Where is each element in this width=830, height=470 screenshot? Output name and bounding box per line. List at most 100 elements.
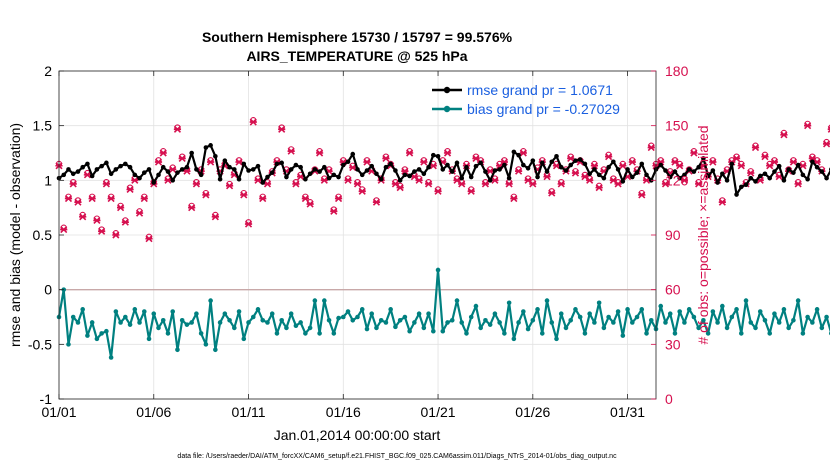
bias-point (255, 307, 261, 312)
obs-assimilated-point (676, 162, 684, 170)
bias-point (587, 311, 592, 317)
bias-point (634, 314, 640, 320)
bias-point (123, 314, 128, 320)
rmse-point (757, 173, 763, 179)
rmse-point (795, 162, 801, 168)
bias-point (156, 325, 161, 331)
rmse-point (558, 164, 564, 170)
rmse-point (288, 167, 294, 172)
obs-assimilated-point (259, 194, 267, 203)
chart-subtitle: AIRS_TEMPERATURE @ 525 hPa (246, 48, 467, 64)
bias-point (814, 307, 820, 312)
rmse-point (805, 176, 810, 182)
obs-assimilated-point (126, 185, 134, 194)
bias-point (748, 320, 754, 325)
obs-assimilated-point (249, 118, 257, 126)
bias-point (246, 320, 251, 325)
rmse-point (203, 145, 209, 150)
obs-assimilated-point (590, 162, 599, 170)
bias-point (459, 320, 465, 325)
bias-point (213, 347, 218, 353)
obs-assimilated-point (169, 165, 177, 173)
rmse-point (435, 153, 441, 159)
rmse-point (720, 171, 725, 177)
rmse-point (312, 167, 318, 172)
x-tick-label: 01/21 (421, 404, 456, 420)
obs-assimilated-point (732, 154, 741, 163)
obs-assimilated-point (278, 125, 286, 133)
rmse-point (696, 164, 701, 170)
obs-assimilated-point (320, 176, 328, 184)
obs-assimilated-point (567, 154, 575, 163)
rmse-point (625, 167, 630, 172)
rmse-point (426, 164, 431, 170)
x-tick-label: 01/06 (136, 404, 171, 420)
obs-assimilated-point (363, 158, 371, 166)
bias-point (596, 300, 602, 306)
bias-point (658, 303, 664, 309)
bias-point (710, 309, 716, 314)
bias-point (592, 320, 597, 325)
rmse-point (658, 162, 664, 168)
bias-point (544, 298, 550, 303)
rmse-point (383, 164, 389, 170)
bias-point (648, 317, 654, 323)
bias-point (691, 314, 697, 320)
x-axis-label: Jan.01,2014 00:00:00 start (274, 427, 441, 443)
bias-point (364, 326, 370, 332)
rmse-point (170, 178, 176, 183)
obs-assimilated-point (605, 153, 613, 161)
rmse-point (814, 164, 820, 170)
rmse-point (402, 172, 408, 178)
bias-point (487, 322, 493, 327)
bias-point (94, 336, 100, 342)
y-right-tick-label: 180 (665, 63, 689, 79)
y-tick-label: 0.5 (33, 227, 53, 243)
obs-assimilated-point (349, 164, 357, 172)
rmse-point (156, 172, 161, 178)
y-right-tick-label: 60 (665, 282, 681, 298)
obs-assimilated-point (79, 213, 87, 221)
obs-assimilated-point (211, 213, 219, 221)
rmse-point (611, 159, 616, 165)
bias-point (265, 320, 270, 325)
bias-point (431, 328, 436, 334)
bias-point (473, 303, 479, 309)
bias-point (170, 309, 176, 314)
obs-assimilated-point (207, 158, 215, 166)
rmse-point (284, 174, 289, 180)
obs-assimilated-point (292, 180, 300, 188)
obs-assimilated-point (301, 194, 309, 203)
obs-assimilated-point (680, 176, 689, 184)
obs-assimilated-point (306, 200, 314, 208)
rmse-point (279, 160, 284, 166)
rmse-point (99, 163, 104, 169)
bias-point (682, 320, 687, 325)
bias-point (582, 331, 588, 336)
bias-point (298, 320, 303, 325)
rmse-point (601, 175, 607, 181)
rmse-point (75, 169, 81, 174)
bias-point (535, 307, 540, 312)
rmse-point (791, 170, 796, 175)
obs-assimilated-point (424, 180, 433, 188)
bias-point (374, 325, 379, 331)
obs-assimilated-point (225, 182, 234, 190)
bias-point (331, 331, 337, 336)
obs-assimilated-point (467, 187, 475, 195)
bias-point (805, 314, 810, 320)
rmse-point (350, 151, 356, 157)
rmse-point (464, 164, 469, 170)
bias-point (312, 298, 318, 303)
bias-point (184, 322, 190, 327)
rmse-point (217, 176, 223, 182)
bias-point (516, 320, 521, 325)
obs-assimilated-point (69, 180, 77, 188)
bias-point (767, 331, 773, 336)
bias-point (345, 309, 351, 314)
obs-assimilated-point (420, 158, 428, 166)
obs-assimilated-point (761, 153, 769, 161)
bias-point (222, 311, 228, 317)
rmse-point (729, 161, 735, 167)
